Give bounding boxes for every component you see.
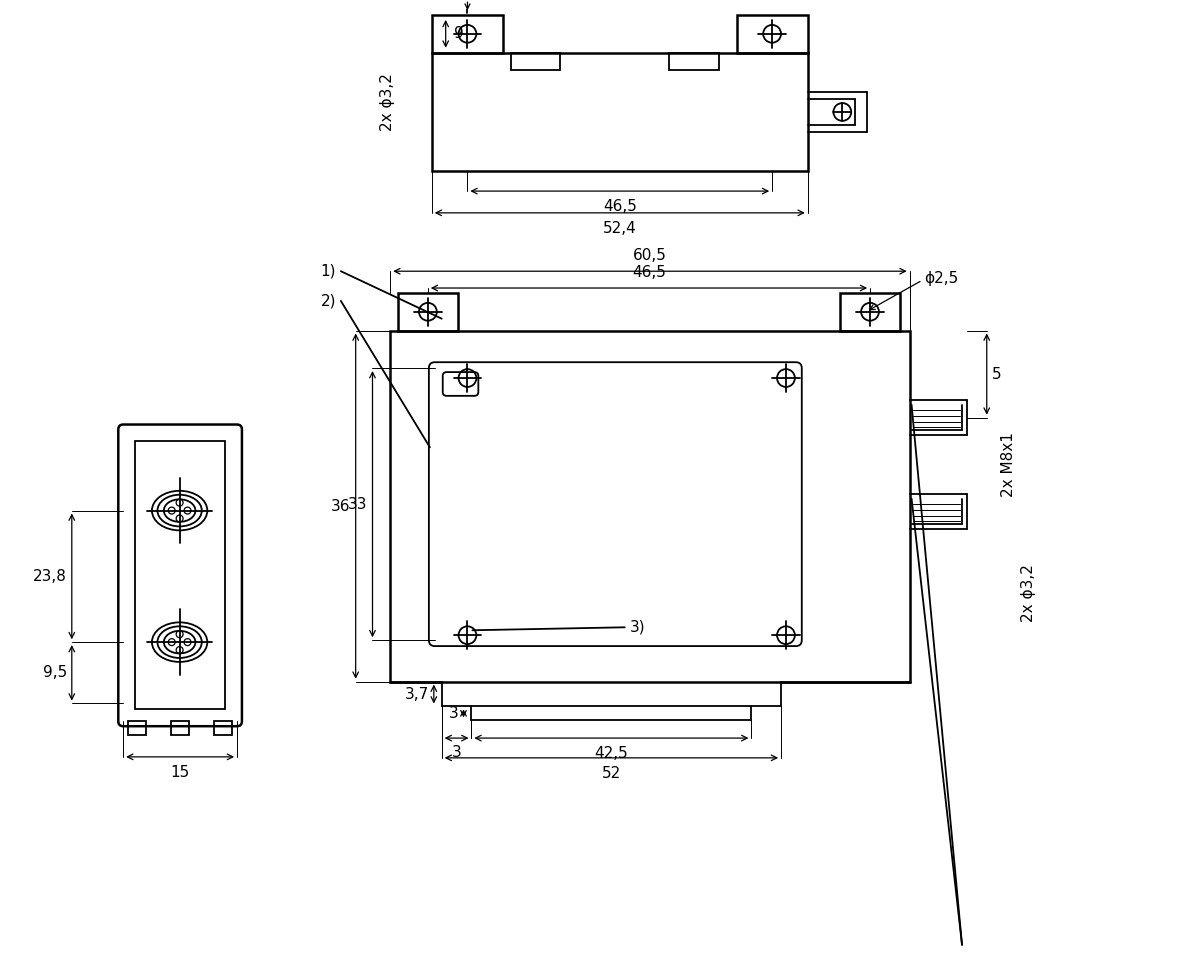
Text: 2x M8x1: 2x M8x1: [1001, 432, 1016, 497]
Text: 52,4: 52,4: [602, 221, 637, 236]
Bar: [128, 721, 146, 736]
Bar: [737, 15, 808, 53]
Text: 9,5: 9,5: [43, 665, 67, 681]
Bar: [840, 293, 900, 331]
Bar: [432, 53, 808, 172]
Bar: [170, 721, 188, 736]
Text: 52: 52: [601, 765, 622, 781]
Bar: [215, 721, 232, 736]
Text: 15: 15: [170, 764, 190, 780]
Text: 3): 3): [630, 620, 646, 635]
Bar: [136, 442, 226, 710]
Text: 2x ϕ3,2: 2x ϕ3,2: [1021, 564, 1036, 622]
Text: 2x ϕ3,2: 2x ϕ3,2: [380, 73, 395, 131]
Text: 33: 33: [348, 496, 367, 512]
Bar: [390, 331, 910, 682]
Text: 3,7: 3,7: [404, 686, 428, 702]
Text: 1): 1): [320, 264, 336, 279]
Text: 42,5: 42,5: [594, 746, 629, 761]
Bar: [511, 53, 560, 70]
Text: 46,5: 46,5: [602, 199, 637, 214]
Bar: [670, 53, 719, 70]
Bar: [398, 293, 457, 331]
Text: ϕ2,5: ϕ2,5: [924, 271, 959, 285]
Bar: [432, 15, 503, 53]
Text: 46,5: 46,5: [632, 265, 666, 281]
Text: 3: 3: [449, 706, 458, 721]
Text: 2): 2): [320, 293, 336, 308]
Text: 36: 36: [331, 498, 350, 514]
Text: 3: 3: [451, 745, 462, 760]
Text: 60,5: 60,5: [634, 249, 667, 263]
Text: 23,8: 23,8: [32, 569, 67, 584]
Text: 9: 9: [454, 26, 463, 41]
Text: 5: 5: [991, 366, 1001, 382]
